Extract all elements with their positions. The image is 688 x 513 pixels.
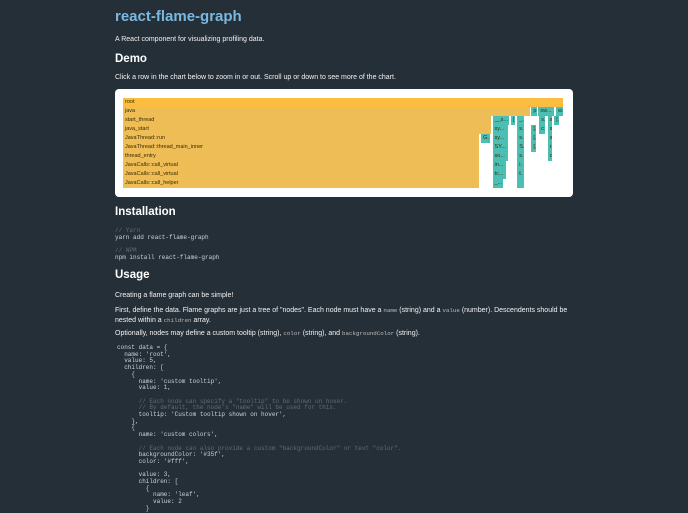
flame-frame[interactable]: _... bbox=[492, 179, 504, 188]
code-line: children: [ bbox=[117, 478, 179, 486]
flame-frame[interactable]: [. bbox=[511, 116, 517, 125]
code-line: value: 2 bbox=[117, 498, 182, 506]
inline-code: children bbox=[163, 317, 192, 324]
text: (string) and a bbox=[397, 307, 443, 314]
code-line: backgroundColor: '#35f', bbox=[117, 451, 226, 459]
flame-frame[interactable]: x bbox=[547, 116, 553, 125]
flame-frame[interactable]: _. bbox=[517, 116, 526, 125]
code-line: // Each node can also provide a custom "… bbox=[117, 444, 402, 452]
code-line: } bbox=[117, 504, 150, 512]
flame-frame[interactable]: [. bbox=[554, 116, 561, 125]
flame-frame[interactable]: SY... bbox=[492, 143, 510, 152]
flame-frame[interactable]: t. bbox=[517, 170, 526, 179]
inline-code: name bbox=[383, 307, 398, 314]
flame-frame[interactable]: c. bbox=[539, 125, 547, 134]
flame-frame[interactable]: JavaCalls::call_helper bbox=[123, 179, 481, 188]
flame-frame[interactable]: thread_entry bbox=[123, 152, 481, 161]
yarn-command: yarn add react-flame-graph bbox=[115, 233, 209, 241]
usage-p2: First, define the data. Flame graphs are… bbox=[115, 306, 575, 326]
code-line: // By default, the node's "name" will be… bbox=[117, 404, 337, 412]
usage-heading: Usage bbox=[115, 269, 150, 281]
usage-code-block: const data = { name: 'root', value: 5, c… bbox=[117, 344, 402, 513]
code-line: color: '#fff', bbox=[117, 457, 190, 465]
flame-frame[interactable]: s. bbox=[517, 134, 526, 143]
flame-frame[interactable]: java_start bbox=[123, 125, 492, 134]
flame-frame[interactable]: so... bbox=[492, 152, 510, 161]
usage-p1: Creating a flame graph can be simple! bbox=[115, 292, 234, 299]
flame-frame[interactable]: JavaCalls::call_virtual bbox=[123, 170, 481, 179]
flame-frame[interactable] bbox=[517, 179, 526, 188]
flame-frame[interactable]: [. bbox=[531, 143, 538, 152]
page-title: react-flame-graph bbox=[115, 8, 242, 25]
demo-instructions: Click a row in the chart below to zoom i… bbox=[115, 74, 396, 81]
code-line: value: 1, bbox=[117, 384, 172, 392]
flame-frame[interactable]: w. bbox=[556, 107, 564, 116]
text: First, define the data. Flame graphs are… bbox=[115, 307, 384, 314]
code-line: { bbox=[117, 424, 136, 432]
install-code: // Yarn yarn add react-flame-graph // NP… bbox=[115, 227, 220, 262]
code-line: tooltip: 'Custom tooltip shown on hover'… bbox=[117, 411, 287, 419]
flame-frame[interactable]: s. bbox=[517, 125, 526, 134]
flame-frame[interactable]: JavaCalls::call_virtual bbox=[123, 161, 481, 170]
code-line: value: 5, bbox=[117, 357, 157, 365]
code-line: name: 'custom colors', bbox=[117, 431, 218, 439]
flame-frame[interactable]: sy... bbox=[492, 125, 510, 134]
flame-frame[interactable]: s. bbox=[517, 152, 526, 161]
flame-frame[interactable]: G. bbox=[481, 134, 491, 143]
usage-p3: Optionally, nodes may define a custom to… bbox=[115, 329, 420, 339]
flame-frame[interactable]: root bbox=[123, 98, 564, 107]
flame-frame[interactable]: JavaThread::run bbox=[123, 134, 481, 143]
code-line: }, bbox=[117, 417, 139, 425]
flame-frame[interactable]: __s... bbox=[492, 116, 511, 125]
text: (string). bbox=[394, 330, 420, 337]
flame-frame[interactable]: sw... bbox=[538, 107, 556, 116]
code-comment: // NPM bbox=[115, 247, 137, 255]
flame-frame[interactable]: i. bbox=[517, 161, 526, 170]
flame-frame[interactable]: p bbox=[531, 107, 538, 116]
flame-frame[interactable]: s bbox=[547, 134, 553, 143]
flame-frame[interactable]: sy... bbox=[492, 134, 510, 143]
flame-frame[interactable]: x bbox=[547, 125, 553, 134]
code-line: name: 'custom tooltip', bbox=[117, 377, 222, 385]
demo-heading: Demo bbox=[115, 53, 147, 65]
text: Optionally, nodes may define a custom to… bbox=[115, 330, 284, 337]
flame-frame[interactable]: start_thread bbox=[123, 116, 492, 125]
flame-frame[interactable]: JavaThread::thread_main_inner bbox=[123, 143, 481, 152]
flame-frame[interactable]: tc... bbox=[492, 170, 507, 179]
flame-frame[interactable]: [. bbox=[531, 125, 538, 134]
installation-heading: Installation bbox=[115, 206, 176, 218]
flame-frame[interactable]: [. bbox=[531, 134, 538, 143]
flame-frame[interactable]: r. bbox=[547, 143, 553, 152]
inline-code: color bbox=[283, 330, 301, 337]
flame-frame[interactable]: c bbox=[547, 152, 553, 161]
code-line: // Each node can specify a "tooltip" to … bbox=[117, 397, 348, 405]
flame-frame[interactable]: S. bbox=[517, 143, 526, 152]
flame-graph[interactable]: root java p sw... w. start_thread __s... [. _. s.… bbox=[115, 89, 573, 197]
code-line: name: 'leaf', bbox=[117, 491, 200, 499]
inline-code: backgroundColor bbox=[342, 330, 395, 337]
text: (number). Descendents should be nested w… bbox=[115, 307, 568, 324]
code-line: const data = { bbox=[117, 344, 168, 351]
npm-command: npm install react-flame-graph bbox=[115, 253, 220, 261]
flame-frame[interactable]: in... bbox=[492, 161, 507, 170]
code-comment: // Yarn bbox=[115, 227, 141, 234]
text: (string), and bbox=[300, 330, 342, 337]
text: array. bbox=[191, 317, 211, 324]
subtitle: A React component for visualizing profil… bbox=[115, 36, 265, 43]
code-line: name: 'root', bbox=[117, 350, 172, 358]
flame-frame[interactable]: java bbox=[123, 107, 531, 116]
code-line: { bbox=[117, 370, 136, 378]
code-line: value: 3, bbox=[117, 471, 172, 479]
flame-frame[interactable]: s. bbox=[539, 116, 547, 125]
inline-code: value bbox=[442, 307, 460, 314]
code-line: children: [ bbox=[117, 364, 164, 372]
code-line: { bbox=[117, 484, 150, 492]
